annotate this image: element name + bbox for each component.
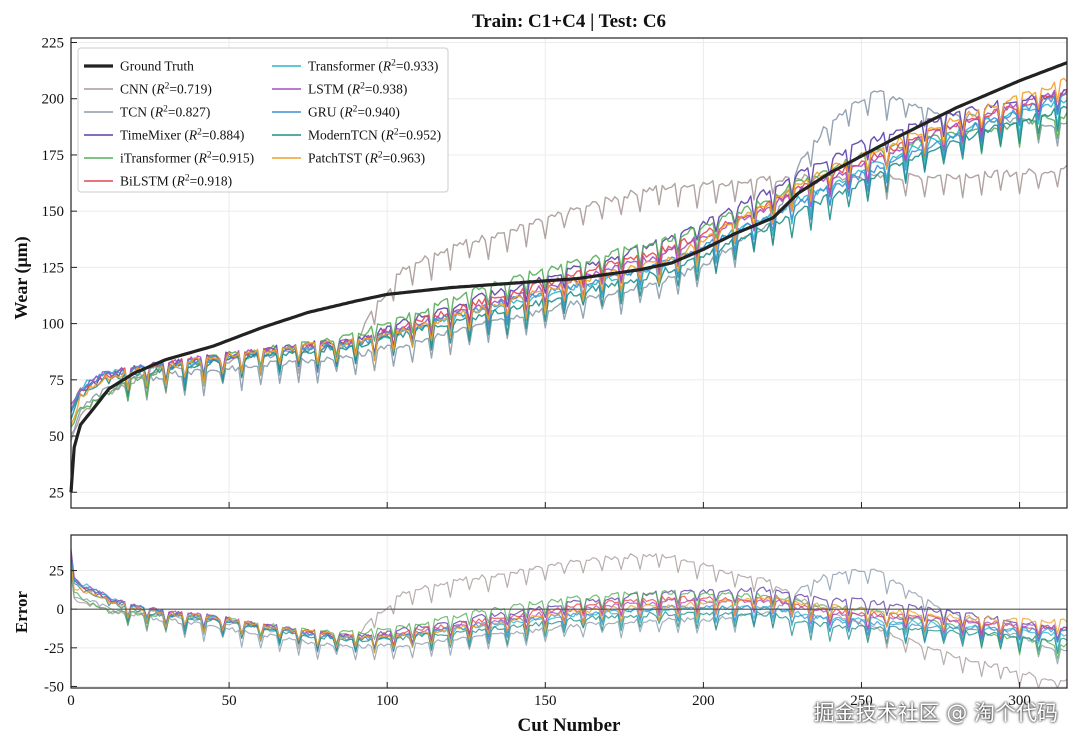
- legend-entry: BiLSTM (R2=0.918): [120, 174, 232, 189]
- error-line-gru: [70, 554, 1068, 654]
- top-y-tick-label: 200: [42, 92, 65, 108]
- top-y-tick-label: 100: [42, 317, 65, 333]
- legend-entry: GRU (R2=0.940): [308, 105, 400, 120]
- legend-entry: CNN (R2=0.719): [120, 82, 212, 97]
- top-y-tick-label: 50: [49, 429, 64, 445]
- top-y-tick-label: 175: [42, 148, 65, 164]
- top-y-tick-label: 75: [49, 373, 64, 389]
- legend-entry: TimeMixer (R2=0.884): [120, 128, 244, 143]
- legend-entry-r2: =0.915): [212, 151, 254, 166]
- legend-entry: Transformer (R2=0.933): [308, 59, 438, 74]
- top-y-tick-label: 225: [42, 35, 65, 51]
- bottom-y-tick-label: -25: [44, 641, 64, 657]
- legend-entry-r2: =0.933): [396, 59, 438, 74]
- x-tick-label: 300: [1008, 693, 1031, 709]
- legend-entry: LSTM (R2=0.938): [308, 82, 407, 97]
- legend-entry-r2: =0.884): [202, 128, 244, 143]
- legend-entry-name: PatchTST: [308, 151, 363, 166]
- legend-entry: PatchTST (R2=0.963): [308, 151, 425, 166]
- bottom-y-label: Error: [12, 590, 31, 633]
- chart-title: Train: C1+C4 | Test: C6: [472, 11, 666, 32]
- legend-entry-name: LSTM: [308, 82, 344, 97]
- legend-entry-r2: =0.938): [365, 82, 407, 97]
- legend-entry: Ground Truth: [120, 59, 194, 74]
- legend: Ground Truth CNN (R2=0.719) TCN (R2=0.827)…: [77, 47, 449, 193]
- top-y-label: Wear (μm): [11, 236, 32, 319]
- legend-entry-r2: =0.940): [357, 105, 399, 120]
- legend-box: [77, 47, 449, 193]
- error-line-tcn: [70, 568, 1068, 665]
- series-line-tcn: [70, 89, 1068, 435]
- legend-entry-name: GRU: [308, 105, 337, 120]
- legend-entry-r2: =0.827): [168, 105, 210, 120]
- series-line-moderntcn: [70, 105, 1068, 420]
- legend-entry-name: Transformer: [308, 59, 375, 74]
- error-line-moderntcn: [70, 559, 1068, 655]
- legend-entry-name: TCN: [120, 105, 147, 120]
- legend-entry-name: BiLSTM: [120, 174, 169, 189]
- x-tick-label: 150: [534, 693, 557, 709]
- legend-entry-name: iTransformer: [120, 151, 191, 166]
- bottom-y-tick-label: -50: [44, 679, 64, 695]
- error-line-patchtst: [70, 562, 1068, 654]
- x-tick-label: 0: [67, 693, 75, 709]
- legend-entry-r2: =0.918): [190, 174, 232, 189]
- x-tick-label: 50: [222, 693, 237, 709]
- watermark-text: 掘金技术社区 @ 淘个代码: [813, 701, 1058, 725]
- top-y-tick-label: 150: [42, 204, 65, 220]
- top-y-tick-label: 125: [42, 260, 65, 276]
- error-line-lstm: [70, 548, 1068, 652]
- top-axes: 25 50 75 100 125 150 175 200 225: [42, 35, 1021, 508]
- bottom-y-tick-label: 0: [57, 602, 65, 618]
- x-tick-label: 250: [850, 693, 873, 709]
- legend-entry-r2: =0.963): [383, 151, 425, 166]
- x-axis-label: Cut Number: [518, 715, 621, 736]
- error-line-timemixer: [70, 552, 1068, 650]
- series-line-ground-truth: [69, 61, 1068, 493]
- bottom-plot-frame: [70, 534, 1068, 689]
- series-line-patchtst: [70, 77, 1068, 426]
- bottom-y-tick-label: 25: [49, 564, 64, 580]
- top-plot-frame: [70, 37, 1068, 509]
- legend-entry-name: TimeMixer: [120, 128, 182, 143]
- legend-entry-name: Ground Truth: [120, 59, 194, 74]
- legend-entry: ModernTCN (R2=0.952): [308, 128, 441, 143]
- legend-entry: iTransformer (R2=0.915): [120, 151, 254, 166]
- top-series-group: [69, 61, 1068, 493]
- legend-entry-name: CNN: [120, 82, 149, 97]
- x-tick-label: 200: [692, 693, 715, 709]
- legend-entry: TCN (R2=0.827): [120, 105, 210, 120]
- x-tick-label: 100: [376, 693, 399, 709]
- top-y-tick-label: 25: [49, 485, 64, 501]
- legend-entry-name: ModernTCN: [308, 128, 378, 143]
- bottom-series-group: [70, 548, 1068, 689]
- series-line-cnn: [70, 164, 1068, 441]
- legend-entry-r2: =0.719): [169, 82, 211, 97]
- legend-entry-r2: =0.952): [399, 128, 441, 143]
